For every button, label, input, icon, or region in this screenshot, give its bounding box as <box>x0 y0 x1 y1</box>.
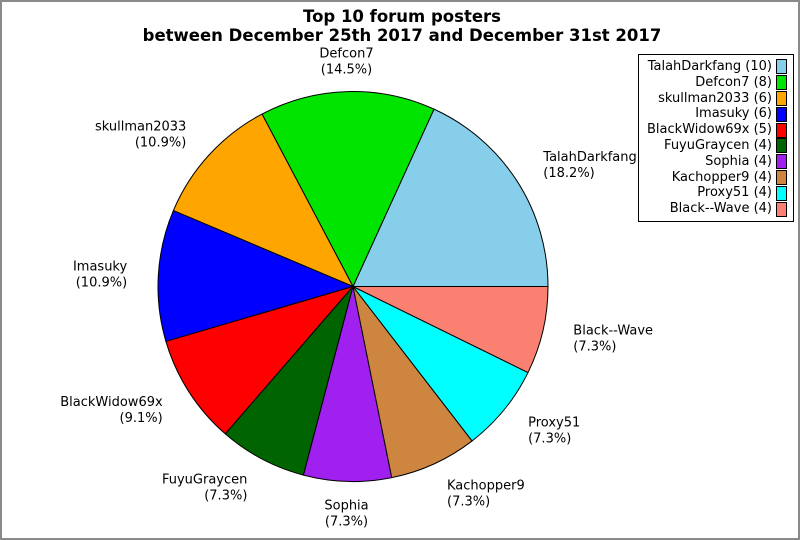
chart-title: Top 10 forum posters between December 25… <box>2 7 798 45</box>
legend: TalahDarkfang (10) Defcon7 (8) skullman203… <box>638 54 794 222</box>
pie-slice-Defcon7 <box>261 91 435 287</box>
legend-label: Sophia (4) <box>705 153 772 169</box>
chart-title-line1: Top 10 forum posters <box>303 7 501 26</box>
legend-label: Imasuky (6) <box>695 106 772 122</box>
legend-label: Proxy51 (4) <box>697 185 772 201</box>
legend-label: BlackWidow69x (5) <box>647 122 772 138</box>
legend-item-BlackWidow69x: BlackWidow69x (5) <box>647 122 787 138</box>
legend-color-swatch <box>776 59 787 75</box>
legend-color-swatch <box>776 169 787 185</box>
slice-label-Defcon7: Defcon7 (14.5%) <box>319 46 373 77</box>
legend-item-skullman2033: skullman2033 (6) <box>647 91 787 107</box>
slice-label-Kachopper9: Kachopper9 (7.3%) <box>447 478 525 509</box>
pie-slice-skullman2033 <box>172 113 354 287</box>
legend-label: FuyuGraycen (4) <box>664 137 772 153</box>
legend-color-swatch <box>776 185 787 201</box>
legend-color-swatch <box>776 201 787 217</box>
slice-label-Proxy51: Proxy51 (7.3%) <box>528 416 580 447</box>
legend-color-swatch <box>776 75 787 91</box>
legend-color-swatch <box>776 90 787 106</box>
legend-item-FuyuGraycen: FuyuGraycen (4) <box>647 138 787 154</box>
legend-item-TalahDarkfang: TalahDarkfang (10) <box>647 59 787 75</box>
legend-item-Proxy51: Proxy51 (4) <box>647 185 787 201</box>
legend-item-Defcon7: Defcon7 (8) <box>647 75 787 91</box>
legend-color-swatch <box>776 106 787 122</box>
slice-label-Black--Wave: Black--Wave (7.3%) <box>573 324 653 355</box>
legend-color-swatch <box>776 154 787 170</box>
legend-item-Kachopper9: Kachopper9 (4) <box>647 170 787 186</box>
pie-slice-Black--Wave <box>352 286 549 374</box>
legend-item-Imasuky: Imasuky (6) <box>647 106 787 122</box>
pie-slice-BlackWidow69x <box>165 286 354 435</box>
slice-label-FuyuGraycen: FuyuGraycen (7.3%) <box>162 473 247 504</box>
slice-label-TalahDarkfang: TalahDarkfang (18.2%) <box>542 150 636 181</box>
legend-label: TalahDarkfang (10) <box>647 59 772 74</box>
chart-title-line2: between December 25th 2017 and December … <box>142 26 662 45</box>
legend-color-swatch <box>776 122 787 138</box>
pie-slice-Imasuky <box>157 210 354 342</box>
slice-label-Sophia: Sophia (7.3%) <box>324 499 368 530</box>
legend-label: Black--Wave (4) <box>669 201 772 217</box>
slice-label-BlackWidow69x: BlackWidow69x (9.1%) <box>60 395 163 426</box>
legend-label: skullman2033 (6) <box>658 90 772 106</box>
pie-slice-TalahDarkfang <box>352 108 549 287</box>
slice-label-skullman2033: skullman2033 (10.9%) <box>95 120 186 151</box>
legend-item-Black--Wave: Black--Wave (4) <box>647 201 787 217</box>
legend-color-swatch <box>776 138 787 154</box>
legend-label: Defcon7 (8) <box>695 74 772 90</box>
legend-item-Sophia: Sophia (4) <box>647 154 787 170</box>
legend-label: Kachopper9 (4) <box>671 169 772 185</box>
slice-label-Imasuky: Imasuky (10.9%) <box>73 260 128 291</box>
